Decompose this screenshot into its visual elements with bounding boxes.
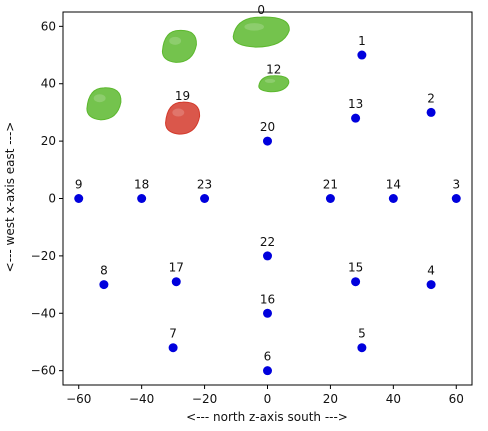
point-label: 20 bbox=[260, 120, 275, 134]
object-19: 19 bbox=[165, 89, 201, 135]
y-tick-label: 0 bbox=[48, 192, 56, 206]
point-label: 13 bbox=[348, 97, 363, 111]
object-label: 12 bbox=[266, 63, 281, 77]
point-label: 4 bbox=[427, 264, 435, 278]
point-label: 7 bbox=[169, 327, 177, 341]
point-label: 1 bbox=[358, 34, 366, 48]
point-marker bbox=[263, 251, 272, 261]
x-axis-title: <--- north z-axis south ---> bbox=[186, 410, 348, 424]
point-marker bbox=[351, 277, 361, 287]
point-label: 2 bbox=[427, 91, 435, 105]
point-label: 8 bbox=[100, 264, 108, 278]
point-marker bbox=[357, 343, 367, 353]
point-label: 5 bbox=[358, 327, 366, 341]
point-label: 14 bbox=[386, 178, 401, 192]
point-marker bbox=[426, 280, 436, 290]
plot-layer: −60 −40 −20 0 20 40 60−60−40−20020406001219123… bbox=[31, 3, 473, 406]
object-shape bbox=[165, 101, 201, 135]
object-12: 12 bbox=[258, 63, 290, 93]
point-marker bbox=[388, 194, 398, 203]
point-label: 16 bbox=[260, 292, 275, 306]
object-highlight bbox=[169, 36, 182, 45]
point-marker bbox=[263, 308, 272, 318]
point-label: 9 bbox=[75, 178, 83, 192]
x-tick-label: 60 bbox=[449, 392, 464, 406]
object-highlight bbox=[93, 94, 106, 103]
point-label: 3 bbox=[452, 178, 460, 192]
point-marker bbox=[451, 194, 461, 203]
point-label: 23 bbox=[197, 178, 212, 192]
point-label: 21 bbox=[323, 178, 338, 192]
y-tick-label: 60 bbox=[41, 19, 56, 33]
x-tick-label: −40 bbox=[129, 392, 154, 406]
object-shape bbox=[232, 16, 290, 48]
point-marker bbox=[200, 194, 210, 203]
x-tick-label: −20 bbox=[192, 392, 217, 406]
point-marker bbox=[325, 194, 335, 203]
object-label: 0 bbox=[257, 3, 265, 17]
point-marker bbox=[137, 194, 147, 203]
y-axis-title: <--- west x-axis east ---> bbox=[3, 122, 17, 273]
point-label: 22 bbox=[260, 235, 275, 249]
point-marker bbox=[99, 280, 109, 290]
object-highlight bbox=[264, 78, 276, 83]
y-tick-label: 40 bbox=[41, 77, 56, 91]
object-shape bbox=[86, 87, 122, 121]
point-marker bbox=[263, 136, 272, 146]
point-marker bbox=[351, 113, 361, 123]
point-label: 18 bbox=[134, 178, 149, 192]
object-unlabeled-3 bbox=[161, 29, 197, 63]
x-tick-label: 20 bbox=[323, 392, 338, 406]
point-marker bbox=[357, 50, 367, 60]
point-marker bbox=[426, 107, 436, 117]
object-label: 19 bbox=[175, 89, 190, 103]
y-tick-label: −60 bbox=[31, 364, 56, 378]
y-tick-label: 20 bbox=[41, 134, 56, 148]
point-label: 6 bbox=[264, 350, 272, 364]
object-shape bbox=[258, 75, 290, 93]
object-unlabeled-4 bbox=[86, 87, 122, 121]
y-tick-label: −40 bbox=[31, 306, 56, 320]
y-tick-label: −20 bbox=[31, 249, 56, 263]
object-0: 0 bbox=[232, 3, 290, 48]
x-tick-label: −60 bbox=[66, 392, 91, 406]
point-label: 17 bbox=[169, 261, 184, 275]
point-marker bbox=[263, 366, 272, 376]
point-marker bbox=[74, 194, 84, 203]
x-tick-label: 40 bbox=[386, 392, 401, 406]
point-marker bbox=[168, 343, 178, 353]
object-highlight bbox=[244, 23, 265, 31]
object-shape bbox=[161, 29, 197, 63]
point-label: 15 bbox=[348, 261, 363, 275]
x-tick-label: 0 bbox=[264, 392, 272, 406]
point-marker bbox=[171, 277, 181, 287]
object-highlight bbox=[172, 108, 185, 117]
